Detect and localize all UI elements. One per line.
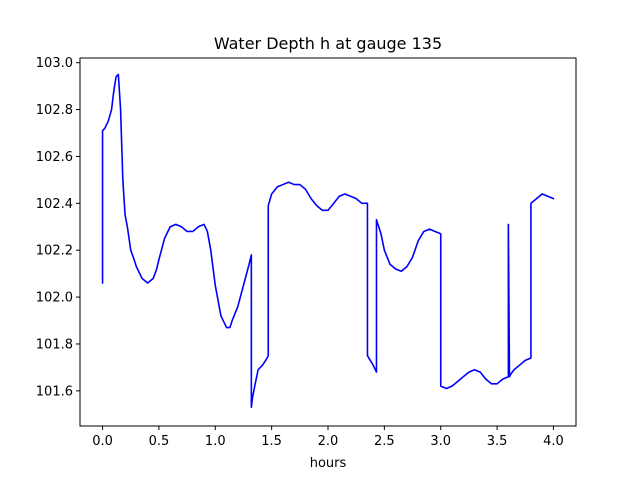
y-tick-label: 102.4 bbox=[36, 197, 73, 212]
x-tick-label: 0.5 bbox=[149, 434, 170, 449]
chart-title: Water Depth h at gauge 135 bbox=[214, 34, 442, 53]
x-tick-label: 1.5 bbox=[261, 434, 282, 449]
y-tick-label: 102.8 bbox=[36, 103, 73, 118]
y-tick-label: 103.0 bbox=[36, 56, 73, 71]
series-line-1 bbox=[101, 73, 555, 409]
x-tick-label: 4.0 bbox=[543, 434, 564, 449]
x-tick-label: 2.5 bbox=[374, 434, 395, 449]
y-tick-label: 101.6 bbox=[36, 384, 73, 399]
x-tick-label: 3.5 bbox=[487, 434, 508, 449]
y-tick-label: 102.6 bbox=[36, 150, 73, 165]
series-layer bbox=[101, 73, 555, 409]
plot-area bbox=[80, 58, 576, 426]
x-tick-label: 0.0 bbox=[92, 434, 113, 449]
y-tick-label: 102.0 bbox=[36, 291, 73, 306]
x-axis-ticks: 0.0 0.5 1.0 1.5 2.0 2.5 3.0 3.5 4.0 bbox=[92, 426, 564, 449]
x-tick-label: 2.0 bbox=[318, 434, 339, 449]
y-axis-ticks: 101.6 101.8 102.0 102.2 102.4 102.6 102.8 103.0 bbox=[36, 56, 80, 399]
x-axis-label: hours bbox=[310, 456, 347, 471]
y-tick-label: 101.8 bbox=[36, 337, 73, 352]
x-tick-label: 1.0 bbox=[205, 434, 226, 449]
y-tick-label: 102.2 bbox=[36, 244, 73, 259]
x-tick-label: 3.0 bbox=[430, 434, 451, 449]
